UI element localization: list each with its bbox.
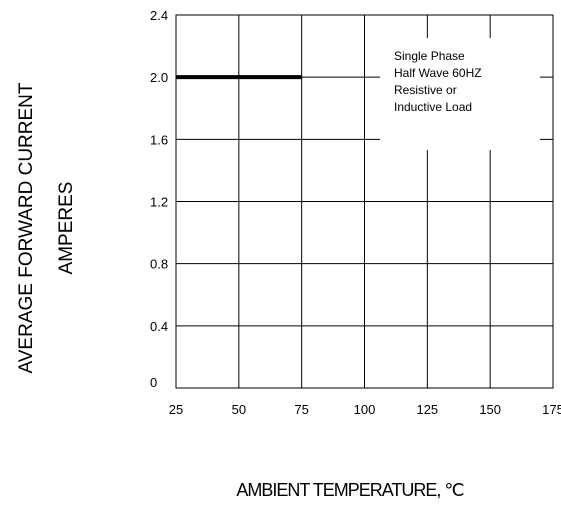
y-axis-title-line-1: AVERAGE FORWARD CURRENT <box>16 82 37 373</box>
x-tick-label: 100 <box>354 402 376 417</box>
annotation-line-4: Inductive Load <box>394 100 472 114</box>
annotation-box: Single Phase Half Wave 60HZ Resistive or… <box>380 38 540 150</box>
y-tick-label: 0.4 <box>150 319 168 334</box>
x-tick-label: 175 <box>542 402 561 417</box>
annotation-line-1: Single Phase <box>394 49 465 63</box>
x-tick-label: 75 <box>294 402 308 417</box>
x-axis-title: AMBIENT TEMPERATURE, ℃ <box>236 480 463 500</box>
tick-labels: 25 50 75 100 125 150 175 0 0.4 0.8 1.2 1.6 2.0 2.4 <box>150 8 561 417</box>
x-tick-label: 125 <box>416 402 438 417</box>
x-tick-label: 150 <box>479 402 501 417</box>
y-axis-title-line-2: AMPERES <box>56 182 77 275</box>
y-tick-label: 2.0 <box>150 70 168 85</box>
y-tick-label: 2.4 <box>150 8 168 23</box>
annotation-background <box>380 38 540 150</box>
y-tick-label: 1.6 <box>150 132 168 147</box>
y-tick-label: 0.8 <box>150 257 168 272</box>
y-tick-label: 1.2 <box>150 195 168 210</box>
y-tick-label: 0 <box>150 375 157 390</box>
annotation-line-2: Half Wave 60HZ <box>394 66 482 80</box>
x-tick-label: 50 <box>232 402 246 417</box>
x-tick-label: 25 <box>169 402 183 417</box>
annotation-line-3: Resistive or <box>394 83 457 97</box>
